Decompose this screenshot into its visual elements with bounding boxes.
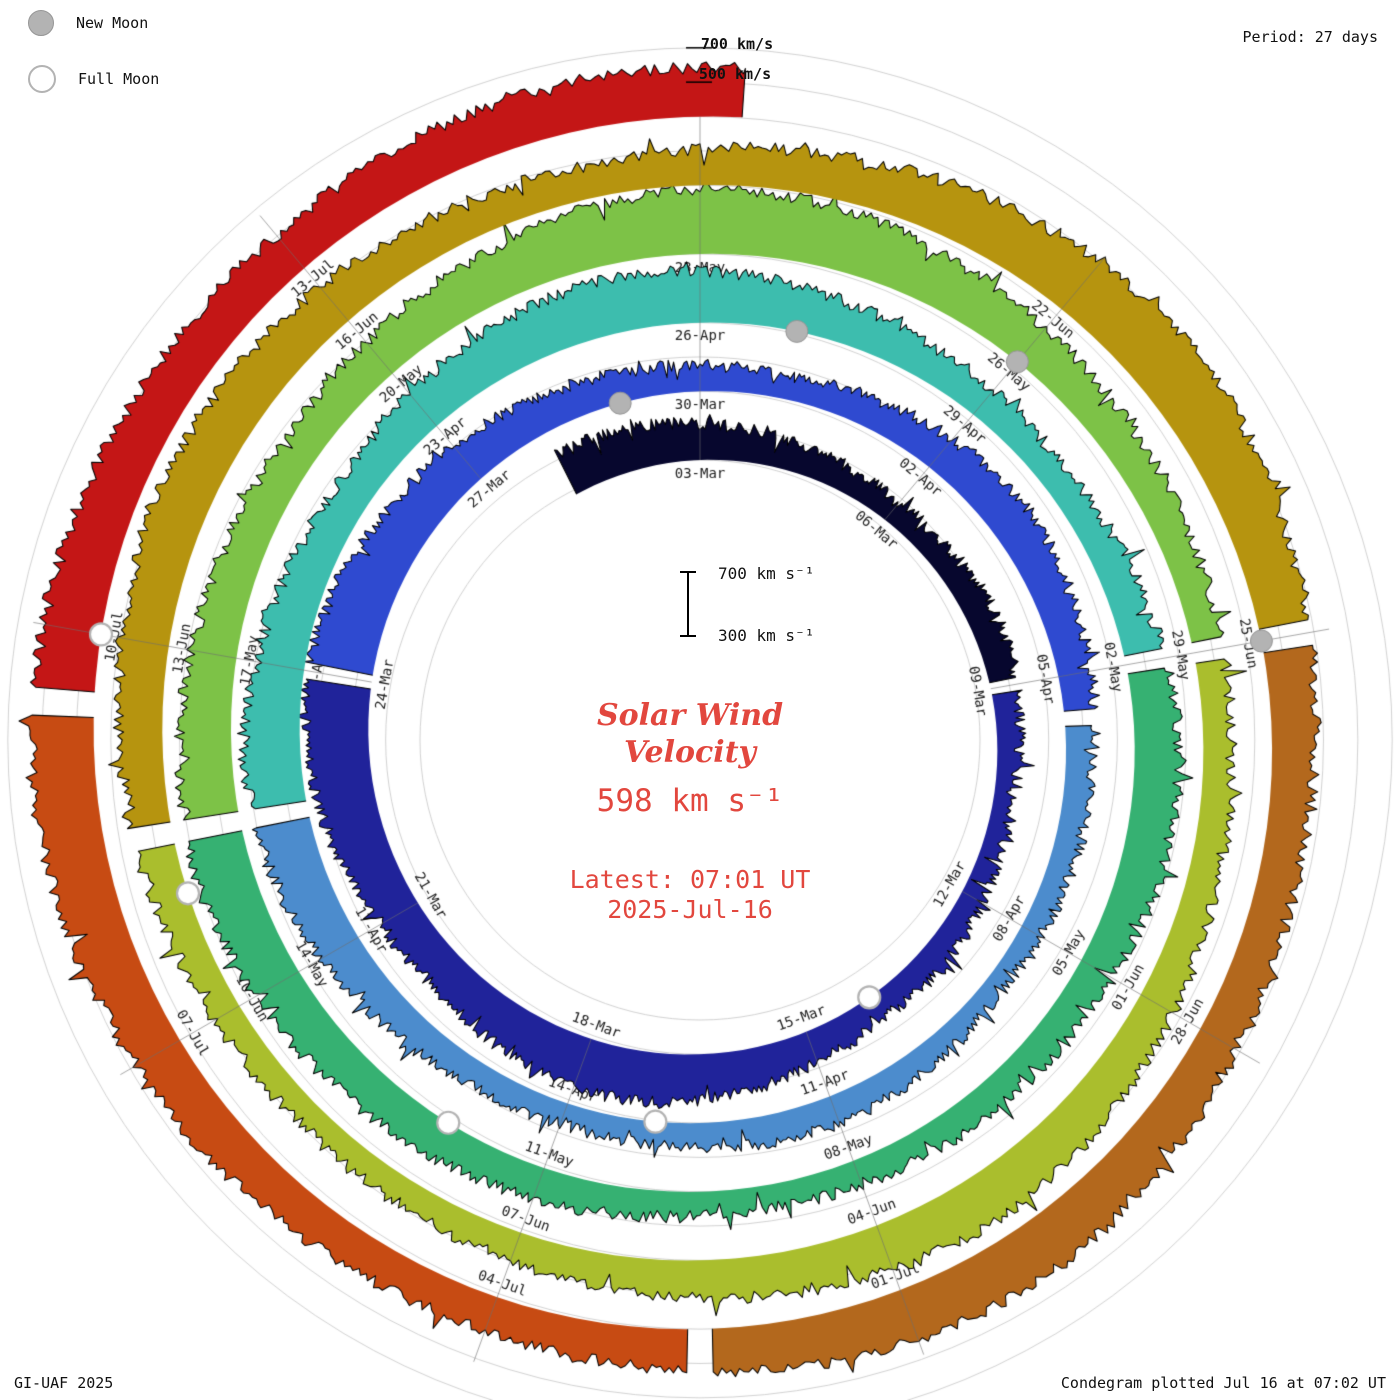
spiral-end-500-label: 500 km/s [698,65,772,83]
scale-bar-bottom-cap [680,635,696,637]
plotted-timestamp-label: Condegram plotted Jul 16 at 07:02 UT [1060,1374,1386,1392]
chart-title-line2: Velocity [624,735,756,770]
latest-timestamp: Latest: 07:01 UT 2025-Jul-16 [460,865,920,925]
legend-new-moon: New Moon [28,6,159,40]
scale-300-label: 300 km s⁻¹ [718,626,815,645]
period-label: Period: 27 days [1242,28,1378,46]
current-velocity-value: 598 km s⁻¹ [596,783,784,819]
new-moon-label: New Moon [76,14,149,32]
velocity-scale-bar: 700 km s⁻¹ 300 km s⁻¹ [676,564,846,648]
scale-bar-line [687,572,689,636]
latest-date: 2025-Jul-16 [607,895,773,924]
full-moon-label: Full Moon [78,70,160,88]
credit-label: GI-UAF 2025 [14,1374,114,1392]
moon-legend: New Moon Full Moon [28,6,159,118]
chart-title-line1: Solar Wind [596,698,784,733]
new-moon-icon [28,10,54,36]
chart-title: Solar Wind Velocity [460,697,920,771]
legend-full-moon: Full Moon [28,62,159,96]
full-moon-icon [28,65,56,93]
center-annotation: Solar Wind Velocity 598 km s⁻¹ Latest: 0… [460,697,920,925]
spiral-end-700-label: 700 km/s [700,35,774,53]
scale-700-label: 700 km s⁻¹ [718,564,815,583]
latest-time: Latest: 07:01 UT [569,865,811,894]
